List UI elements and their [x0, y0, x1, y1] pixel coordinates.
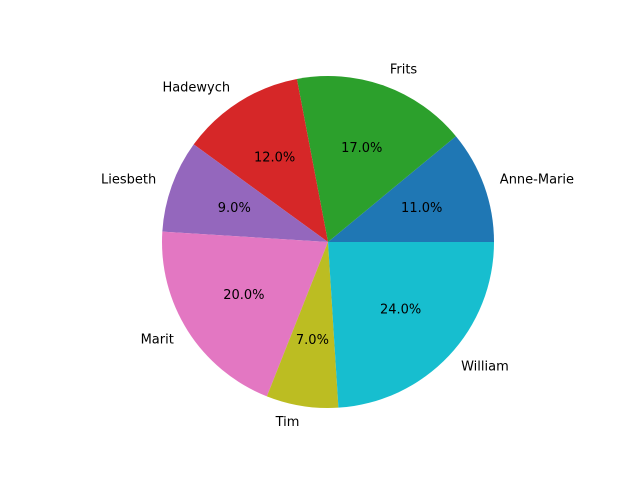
slice-label-hadewych: Hadewych [162, 80, 230, 95]
percent-label-liesbeth: 9.0% [218, 201, 251, 216]
slice-frits [296, 75, 456, 242]
slice-tim [266, 242, 339, 408]
slice-hadewych [193, 78, 328, 242]
slice-label-william: William [461, 360, 509, 375]
percent-label-hadewych: 12.0% [254, 150, 295, 165]
slice-label-marit: Marit [141, 332, 174, 347]
slice-marit [162, 231, 328, 397]
slice-liesbeth [162, 144, 328, 242]
percent-label-frits: 17.0% [341, 141, 382, 156]
slice-label-tim: Tim [275, 415, 300, 430]
percent-labels: 11.0% 17.0% 12.0% 9.0% 20.0% 7.0% 24.0% [218, 141, 443, 348]
slice-label-frits: Frits [390, 63, 418, 78]
pie-slices [162, 75, 494, 408]
slice-label-liesbeth: Liesbeth [101, 173, 156, 188]
slice-anne-marie [328, 136, 494, 242]
percent-label-tim: 7.0% [296, 333, 329, 348]
slice-labels: Anne-Marie Frits Hadewych Liesbeth Marit Tim W… [101, 63, 574, 430]
slice-william [328, 242, 494, 408]
percent-label-william: 24.0% [380, 303, 421, 318]
slice-label-anne-marie: Anne-Marie [500, 173, 574, 188]
percent-label-marit: 20.0% [223, 288, 264, 303]
percent-label-anne-marie: 11.0% [401, 201, 442, 216]
